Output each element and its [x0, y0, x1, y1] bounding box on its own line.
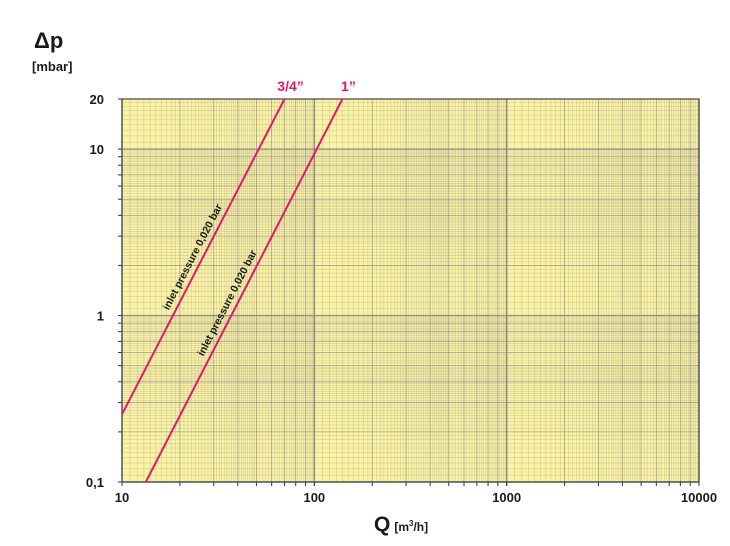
- series-labels: 3/4” 1”: [277, 78, 356, 94]
- x-axis-unit-sup: 3: [409, 519, 414, 528]
- series-line: [144, 98, 344, 483]
- x-axis-unit-post: /h]: [413, 520, 428, 534]
- x-tick-label: 10000: [681, 490, 717, 505]
- tick-labels: 10 100 1000 10000 0,1 1 10 20: [86, 92, 717, 505]
- x-axis-unit-pre: [m: [394, 520, 409, 534]
- x-tick-label: 100: [303, 490, 325, 505]
- plot-background: [122, 99, 699, 482]
- series-lines: [121, 98, 344, 483]
- axis-ticks: [118, 98, 700, 486]
- x-tick-label: 10: [115, 490, 129, 505]
- y-axis-symbol: Δp: [34, 28, 63, 53]
- y-tick-label: 20: [90, 92, 104, 107]
- plot-area: [118, 98, 700, 486]
- series-label: 1”: [341, 78, 356, 94]
- y-tick-label: 0,1: [86, 475, 104, 490]
- grid-minor: [122, 99, 699, 482]
- x-tick-label: 1000: [492, 490, 521, 505]
- y-tick-label: 1: [97, 309, 104, 324]
- series-line: [121, 98, 286, 415]
- x-axis-label: Q [m3/h]: [374, 513, 428, 536]
- y-axis-unit: [mbar]: [32, 59, 72, 74]
- y-tick-label: 10: [90, 142, 104, 157]
- x-axis-symbol: Q: [374, 513, 390, 536]
- plot-frame: [121, 98, 700, 483]
- series-label: 3/4”: [277, 78, 303, 94]
